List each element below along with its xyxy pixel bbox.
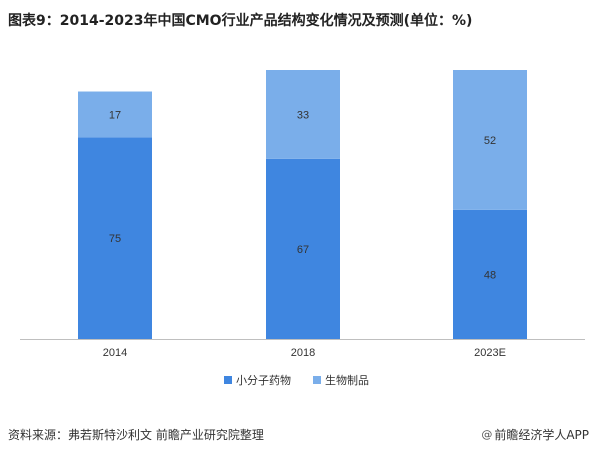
bar-segment-biologics-2014 xyxy=(78,91,152,138)
brand-mark: @ 前瞻经济学人APP xyxy=(481,426,589,443)
stacked-bar-chart: 前瞻产业研究院前瞻产业研究院前瞻产业研究院前瞻产业研究院前瞻产业研究院前瞻产业研… xyxy=(20,70,585,420)
brand-at-icon: @ xyxy=(481,428,493,441)
data-label: 48 xyxy=(484,269,496,281)
x-tick-label: 2018 xyxy=(291,347,315,359)
legend-item-biologics: 生物制品 xyxy=(313,373,369,387)
watermark-text: 前瞻产业研究院 xyxy=(393,341,541,420)
bar-segment-biologics-2018 xyxy=(266,70,340,159)
bar-segment-small-molecule-2023E xyxy=(453,209,527,339)
bar-segment-biologics-2023E xyxy=(453,70,527,210)
bars-layer: 75 17 67 33 48 52 xyxy=(78,70,527,339)
data-label: 52 xyxy=(484,135,496,147)
legend-swatch xyxy=(313,376,321,384)
chart-title: 图表9：2014-2023年中国CMO行业产品结构变化情况及预测(单位：%) xyxy=(8,13,473,29)
x-tick-label: 2023E xyxy=(474,347,506,359)
bar-segment-small-molecule-2018 xyxy=(266,158,340,339)
bar-segment-small-molecule-2014 xyxy=(78,137,152,339)
legend-label: 生物制品 xyxy=(325,373,369,387)
x-tick-labels: 2014 2018 2023E xyxy=(103,347,506,359)
data-label: 33 xyxy=(297,109,309,121)
data-label: 75 xyxy=(109,233,121,245)
data-label: 17 xyxy=(109,109,121,121)
legend-swatch xyxy=(224,376,232,384)
legend-label: 小分子药物 xyxy=(236,373,291,387)
source-note: 资料来源：弗若斯特沙利文 前瞻产业研究院整理 xyxy=(8,428,264,442)
data-label: 67 xyxy=(297,244,309,256)
x-tick-label: 2014 xyxy=(103,347,127,359)
brand-text: 前瞻经济学人APP xyxy=(494,428,589,442)
legend: 小分子药物 生物制品 xyxy=(224,373,369,387)
legend-item-small-molecule: 小分子药物 xyxy=(224,373,291,387)
